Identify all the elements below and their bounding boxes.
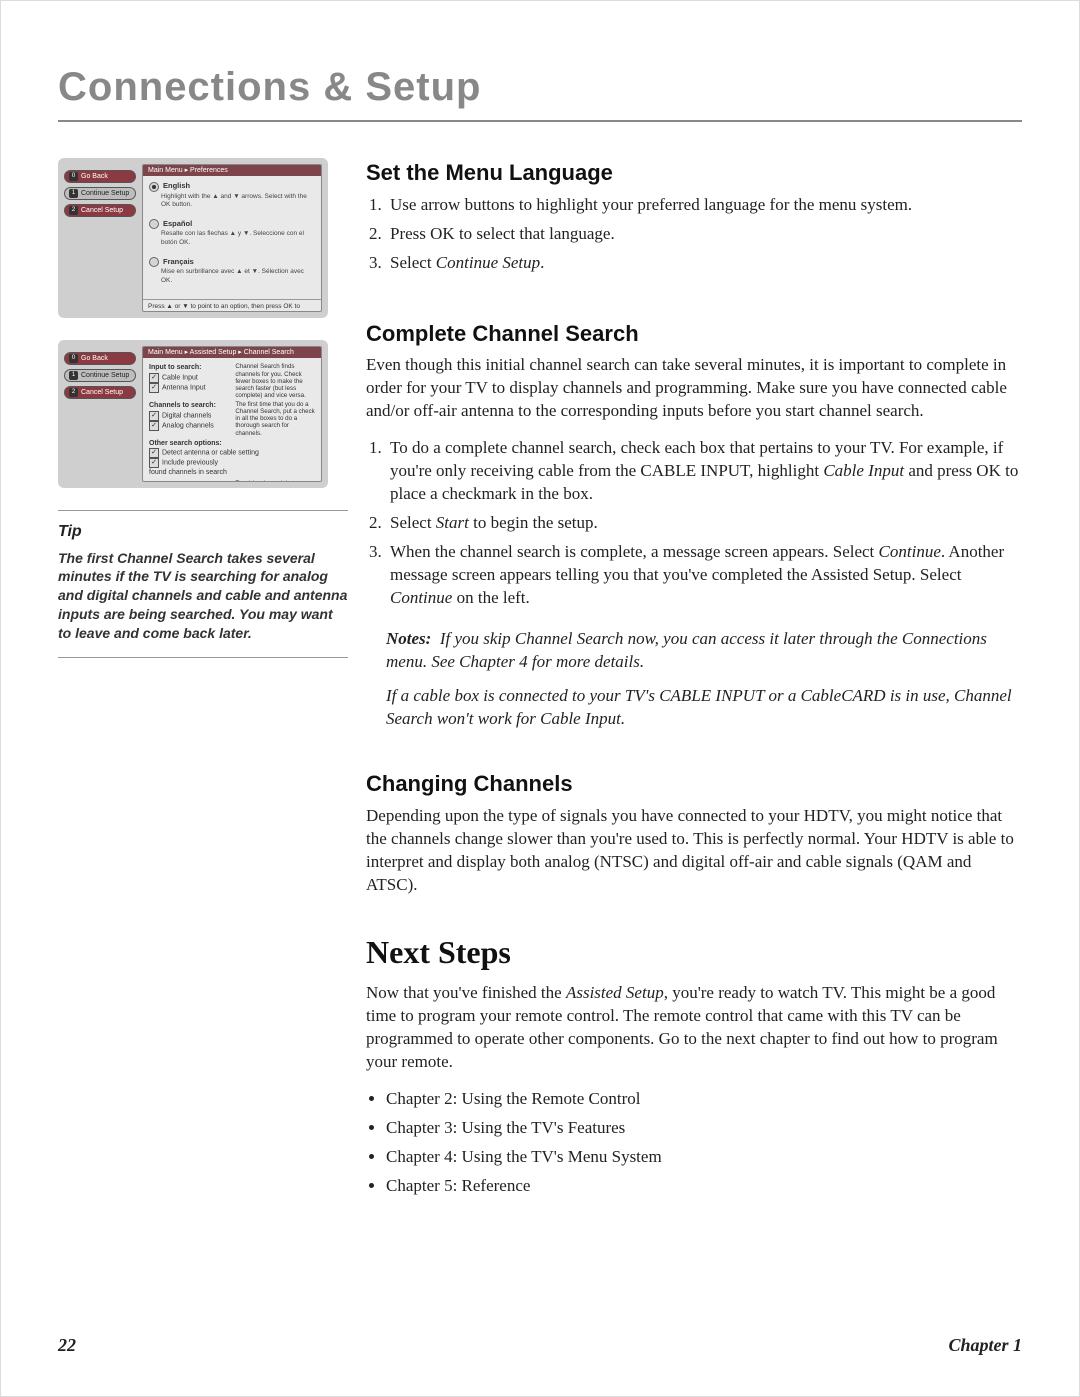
panel-footer: Press ▲ or ▼ to point to an option, then… xyxy=(143,299,321,312)
content-columns: 0 Go Back 1 Continue Setup 2 Cancel Setu… xyxy=(58,158,1022,1203)
radio-icon xyxy=(149,219,159,229)
nav-go-back: 0 Go Back xyxy=(64,352,136,365)
breadcrumb: Main Menu ▸ Assisted Setup ▸ Channel Sea… xyxy=(143,347,321,358)
heading-next-steps: Next Steps xyxy=(366,931,1022,974)
nav-num-1: 1 xyxy=(69,189,78,198)
heading-changing-channels: Changing Channels xyxy=(366,769,1022,799)
nav-continue-setup: 1 Continue Setup xyxy=(64,369,136,382)
checkbox-icon xyxy=(149,448,159,458)
checkbox-icon xyxy=(149,383,159,393)
steps-channel-search: To do a complete channel search, check e… xyxy=(366,437,1022,610)
nav-num-0: 0 xyxy=(69,172,78,181)
nav-num-2: 2 xyxy=(69,206,78,215)
title-bar: Connections & Setup xyxy=(58,60,1022,122)
left-column: 0 Go Back 1 Continue Setup 2 Cancel Setu… xyxy=(58,158,348,1203)
screenshot-nav: 0 Go Back 1 Continue Setup 2 Cancel Setu… xyxy=(64,346,136,482)
checkbox-icon xyxy=(149,411,159,421)
nav-label: Cancel Setup xyxy=(81,207,123,215)
step-item: To do a complete channel search, check e… xyxy=(386,437,1022,506)
heading-set-menu-language: Set the Menu Language xyxy=(366,158,1022,188)
screenshot-channel-search: 0 Go Back 1 Continue Setup 2 Cancel Setu… xyxy=(58,340,328,488)
screenshot-panel: Main Menu ▸ Preferences English Highligh… xyxy=(142,164,322,312)
page-footer: 22 Chapter 1 xyxy=(58,1333,1022,1357)
lang-espanol: Español Resalte con las flechas ▲ y ▼. S… xyxy=(149,219,315,248)
radio-icon xyxy=(149,257,159,267)
note-1: If you skip Channel Search now, you can … xyxy=(386,629,987,671)
tip-box: Tip The first Channel Search takes sever… xyxy=(58,510,348,658)
nav-label: Go Back xyxy=(81,173,108,181)
checkbox-icon xyxy=(149,458,159,468)
body-changing-channels: Depending upon the type of signals you h… xyxy=(366,805,1022,897)
notes-block: Notes: If you skip Channel Search now, y… xyxy=(386,628,1022,732)
nav-cancel-setup: 2 Cancel Setup xyxy=(64,386,136,399)
bullet-item: Chapter 2: Using the Remote Control xyxy=(386,1088,1022,1111)
nav-cancel-setup: 2 Cancel Setup xyxy=(64,204,136,217)
chapter-label: Chapter 1 xyxy=(948,1333,1022,1357)
breadcrumb: Main Menu ▸ Preferences xyxy=(143,165,321,176)
step-item: Press OK to select that language. xyxy=(386,223,1022,246)
screenshot-nav: 0 Go Back 1 Continue Setup 2 Cancel Setu… xyxy=(64,164,136,312)
tip-body: The first Channel Search takes several m… xyxy=(58,549,348,643)
heading-complete-channel-search: Complete Channel Search xyxy=(366,319,1022,349)
step-item: Use arrow buttons to highlight your pref… xyxy=(386,194,1022,217)
checkbox-icon xyxy=(149,373,159,383)
next-steps-list: Chapter 2: Using the Remote Control Chap… xyxy=(366,1088,1022,1198)
lang-francais: Français Mise en surbrillance avec ▲ et … xyxy=(149,257,315,286)
page-number: 22 xyxy=(58,1333,76,1357)
tip-title: Tip xyxy=(58,521,348,543)
radio-icon xyxy=(149,182,159,192)
step-item: Select Continue Setup. xyxy=(386,252,1022,275)
steps-menu-language: Use arrow buttons to highlight your pref… xyxy=(366,194,1022,275)
screenshot-language-menu: 0 Go Back 1 Continue Setup 2 Cancel Setu… xyxy=(58,158,328,318)
page-title: Connections & Setup xyxy=(58,60,1022,114)
screenshot-panel: Main Menu ▸ Assisted Setup ▸ Channel Sea… xyxy=(142,346,322,482)
step-item: When the channel search is complete, a m… xyxy=(386,541,1022,610)
manual-page: Connections & Setup 0 Go Back 1 Continue… xyxy=(0,0,1080,1397)
panel-body: English Highlight with the ▲ and ▼ arrow… xyxy=(143,176,321,299)
nav-continue-setup: 1 Continue Setup xyxy=(64,187,136,200)
bullet-item: Chapter 4: Using the TV's Menu System xyxy=(386,1146,1022,1169)
bullet-item: Chapter 5: Reference xyxy=(386,1175,1022,1198)
right-column: Set the Menu Language Use arrow buttons … xyxy=(366,158,1022,1203)
lang-english: English Highlight with the ▲ and ▼ arrow… xyxy=(149,181,315,210)
checkbox-icon xyxy=(149,421,159,431)
note-2: If a cable box is connected to your TV's… xyxy=(386,685,1022,731)
nav-label: Continue Setup xyxy=(81,190,129,198)
step-item: Select Start to begin the setup. xyxy=(386,512,1022,535)
panel-body: Input to search: Cable Input Antenna Inp… xyxy=(143,358,321,482)
intro-channel-search: Even though this initial channel search … xyxy=(366,354,1022,423)
bullet-item: Chapter 3: Using the TV's Features xyxy=(386,1117,1022,1140)
body-next-steps: Now that you've finished the Assisted Se… xyxy=(366,982,1022,1074)
notes-label: Notes: xyxy=(386,629,431,648)
nav-go-back: 0 Go Back xyxy=(64,170,136,183)
